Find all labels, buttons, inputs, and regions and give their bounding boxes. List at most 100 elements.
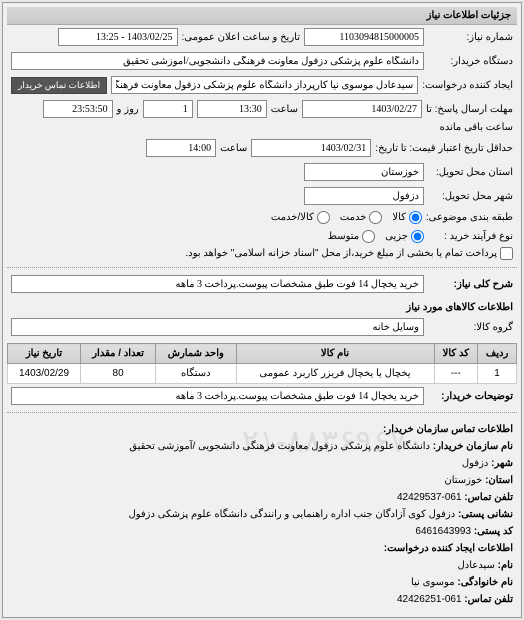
contact-header: اطلاعات تماس سازمان خریدار: [11,422,513,438]
creator-header: اطلاعات ایجاد کننده درخواست: [11,541,513,557]
buyer-desc-input[interactable] [11,387,424,405]
validity-date-input[interactable] [251,139,371,157]
last-label: نام خانوادگی: [457,577,513,588]
row-request-no: شماره نیاز: تاریخ و ساعت اعلان عمومی: [7,25,517,49]
cprov-value: خوزستان [444,475,482,486]
radio-service[interactable]: خدمت [340,211,383,224]
contact-addr-row: نشانی پستی: دزفول کوی آزادگان جنب اداره … [11,507,513,523]
col-qty: تعداد / مقدار [81,344,156,364]
summary-input[interactable] [11,275,424,293]
contact-province-row: استان: خوزستان [11,473,513,489]
category-label: طبقه بندی موضوعی: [426,212,513,223]
col-name: نام کالا [236,344,434,364]
validity-label: حداقل تاریخ اعتبار قیمت: تا تاریخ: [375,143,513,154]
first-label: نام: [498,560,513,571]
row-buyer-desc: توضیحات خریدار: [7,384,517,408]
row-process: نوع فرآیند خرید : جزیی متوسط پرداخت تمام… [7,227,517,263]
items-section-title: اطلاعات کالاهای مورد نیاز [7,296,517,315]
time-remain-input[interactable] [43,100,113,118]
crtel-value: 061-42426251 [397,594,462,605]
col-no: ردیف [478,344,517,364]
radio-service-label: خدمت [340,212,367,223]
group-input[interactable] [11,318,424,336]
remain-label: ساعت باقی مانده [440,122,513,133]
city-label: شهر محل تحویل: [428,191,513,202]
deadline-time-input[interactable] [197,100,267,118]
row-summary: شرح کلی نیاز: [7,272,517,296]
creator-input[interactable] [111,76,418,94]
separator-2 [7,412,517,413]
radio-both-input[interactable] [317,211,330,224]
radio-med[interactable]: متوسط [328,230,375,243]
deadline-date-input[interactable] [302,100,422,118]
request-no-input[interactable] [304,28,424,46]
contact-postcode-row: کد پستی: 6461643993 [11,524,513,540]
cell-no: 1 [478,364,517,384]
row-city: شهر محل تحویل: [7,184,517,208]
radio-med-label: متوسط [328,231,359,242]
row-group: گروه کالا: [7,315,517,339]
buyer-input[interactable] [11,52,424,70]
radio-small[interactable]: جزیی [385,230,424,243]
day-label: روز و [117,104,139,115]
radio-small-input[interactable] [411,230,424,243]
creator-last-row: نام خانوادگی: موسوی نیا [11,575,513,591]
row-deadline: مهلت ارسال پاسخ: تا ساعت روز و ساعت باقی… [7,97,517,136]
items-table: ردیف کد کالا نام کالا واحد شمارش تعداد /… [7,343,517,384]
time-label-2: ساعت [220,143,247,154]
buyer-label: دستگاه خریدار: [428,56,513,67]
radio-goods[interactable]: کالا [392,211,422,224]
row-province: استان محل تحویل: [7,160,517,184]
ccity-label: شهر: [491,458,513,469]
contact-org-row: نام سازمان خریدار: دانشگاه علوم پزشکی دز… [11,439,513,455]
row-validity: حداقل تاریخ اعتبار قیمت: تا تاریخ: ساعت [7,136,517,160]
panel-header: جزئیات اطلاعات نیاز [7,7,517,25]
creator-first-row: نام: سیدعادل [11,558,513,574]
org-label: نام سازمان خریدار: [433,441,513,452]
radio-both[interactable]: کالا/خدمت [271,211,330,224]
contact-tel-row: تلفن تماس: 061-42429537 [11,490,513,506]
request-no-label: شماره نیاز: [428,32,513,43]
cpost-value: 6461643993 [415,526,471,537]
treasury-note: پرداخت تمام یا بخشی از مبلغ خرید،از محل … [185,248,497,259]
creator-tel-row: تلفن تماس: 061-42426251 [11,592,513,608]
cell-code: --- [434,364,478,384]
radio-service-input[interactable] [369,211,382,224]
radio-both-label: کالا/خدمت [271,212,314,223]
days-remain-input[interactable] [143,100,193,118]
cell-date: 1403/02/29 [8,364,81,384]
col-date: تاریخ نیاز [8,344,81,364]
row-category: طبقه بندی موضوعی: کالا خدمت کالا/خدمت [7,208,517,227]
col-code: کد کالا [434,344,478,364]
province-input[interactable] [304,163,424,181]
announce-input[interactable] [58,28,178,46]
table-header-row: ردیف کد کالا نام کالا واحد شمارش تعداد /… [8,344,517,364]
table-row[interactable]: 1 --- یخچال یا یخچال فریزر کاربرد عمومی … [8,364,517,384]
validity-time-input[interactable] [146,139,216,157]
row-creator: ایجاد کننده درخواست: اطلاعات تماس خریدار [7,73,517,97]
contact-info: اطلاعات تماس سازمان خریدار: نام سازمان خ… [7,417,517,613]
buyer-desc-label: توضیحات خریدار: [428,391,513,402]
announce-label: تاریخ و ساعت اعلان عمومی: [182,32,301,43]
buyer-contact-button[interactable]: اطلاعات تماس خریدار [11,77,107,94]
group-label: گروه کالا: [428,322,513,333]
radio-goods-input[interactable] [409,211,422,224]
ctel-value: 061-42429537 [397,492,462,503]
treasury-checkbox-input[interactable] [500,247,513,260]
summary-label: شرح کلی نیاز: [428,279,513,290]
main-panel: جزئیات اطلاعات نیاز شماره نیاز: تاریخ و … [2,2,522,618]
radio-med-input[interactable] [362,230,375,243]
creator-label: ایجاد کننده درخواست: [422,80,513,91]
city-input[interactable] [304,187,424,205]
cell-qty: 80 [81,364,156,384]
first-value: سیدعادل [457,560,494,571]
separator-1 [7,267,517,268]
page-wrap: جزئیات اطلاعات نیاز شماره نیاز: تاریخ و … [0,2,524,618]
treasury-checkbox[interactable]: پرداخت تمام یا بخشی از مبلغ خرید،از محل … [185,247,513,260]
category-radio-group: کالا خدمت کالا/خدمت [271,211,422,224]
cpost-label: کد پستی: [474,526,513,537]
province-label: استان محل تحویل: [428,167,513,178]
ccity-value: دزفول [462,458,489,469]
process-radio-group: جزیی متوسط [328,230,424,243]
cprov-label: استان: [485,475,513,486]
